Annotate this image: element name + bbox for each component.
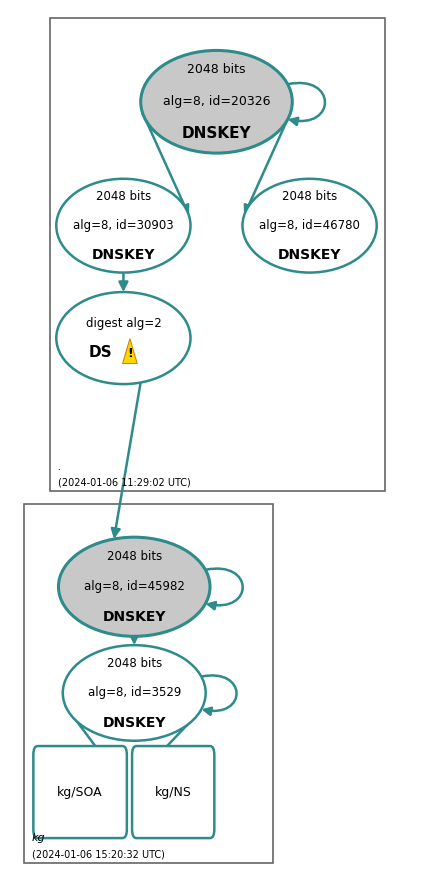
- Ellipse shape: [141, 50, 292, 153]
- FancyBboxPatch shape: [132, 746, 214, 838]
- Text: 2048 bits: 2048 bits: [107, 657, 162, 670]
- Text: DNSKEY: DNSKEY: [103, 611, 166, 625]
- Text: alg=8, id=3529: alg=8, id=3529: [87, 687, 181, 699]
- Text: alg=8, id=30903: alg=8, id=30903: [73, 219, 174, 232]
- Text: kg: kg: [32, 834, 45, 843]
- FancyArrowPatch shape: [201, 675, 236, 715]
- FancyArrowPatch shape: [205, 568, 243, 609]
- Text: DNSKEY: DNSKEY: [278, 248, 341, 262]
- Text: 2048 bits: 2048 bits: [282, 190, 337, 203]
- Text: (2024-01-06 11:29:02 UTC): (2024-01-06 11:29:02 UTC): [58, 478, 191, 488]
- Ellipse shape: [63, 645, 206, 741]
- Text: 2048 bits: 2048 bits: [187, 64, 246, 76]
- Text: kg/NS: kg/NS: [155, 786, 192, 798]
- FancyBboxPatch shape: [33, 746, 127, 838]
- Text: 2048 bits: 2048 bits: [107, 550, 162, 563]
- Text: !: !: [127, 347, 133, 360]
- Ellipse shape: [58, 537, 210, 636]
- Text: alg=8, id=45982: alg=8, id=45982: [84, 581, 184, 593]
- FancyArrowPatch shape: [288, 83, 325, 125]
- FancyBboxPatch shape: [24, 504, 273, 863]
- Text: (2024-01-06 15:20:32 UTC): (2024-01-06 15:20:32 UTC): [32, 850, 165, 859]
- Text: kg/SOA: kg/SOA: [57, 786, 103, 798]
- Text: DS: DS: [89, 345, 113, 360]
- Text: DNSKEY: DNSKEY: [182, 126, 251, 141]
- Text: digest alg=2: digest alg=2: [86, 318, 161, 330]
- Text: alg=8, id=46780: alg=8, id=46780: [259, 219, 360, 232]
- Ellipse shape: [242, 179, 377, 273]
- Ellipse shape: [56, 179, 191, 273]
- Text: DNSKEY: DNSKEY: [103, 716, 166, 729]
- Text: .: .: [58, 462, 61, 472]
- Ellipse shape: [56, 292, 191, 384]
- FancyBboxPatch shape: [50, 18, 385, 491]
- Text: 2048 bits: 2048 bits: [96, 190, 151, 203]
- Text: DNSKEY: DNSKEY: [92, 248, 155, 262]
- Polygon shape: [123, 339, 137, 364]
- Text: alg=8, id=20326: alg=8, id=20326: [163, 96, 270, 108]
